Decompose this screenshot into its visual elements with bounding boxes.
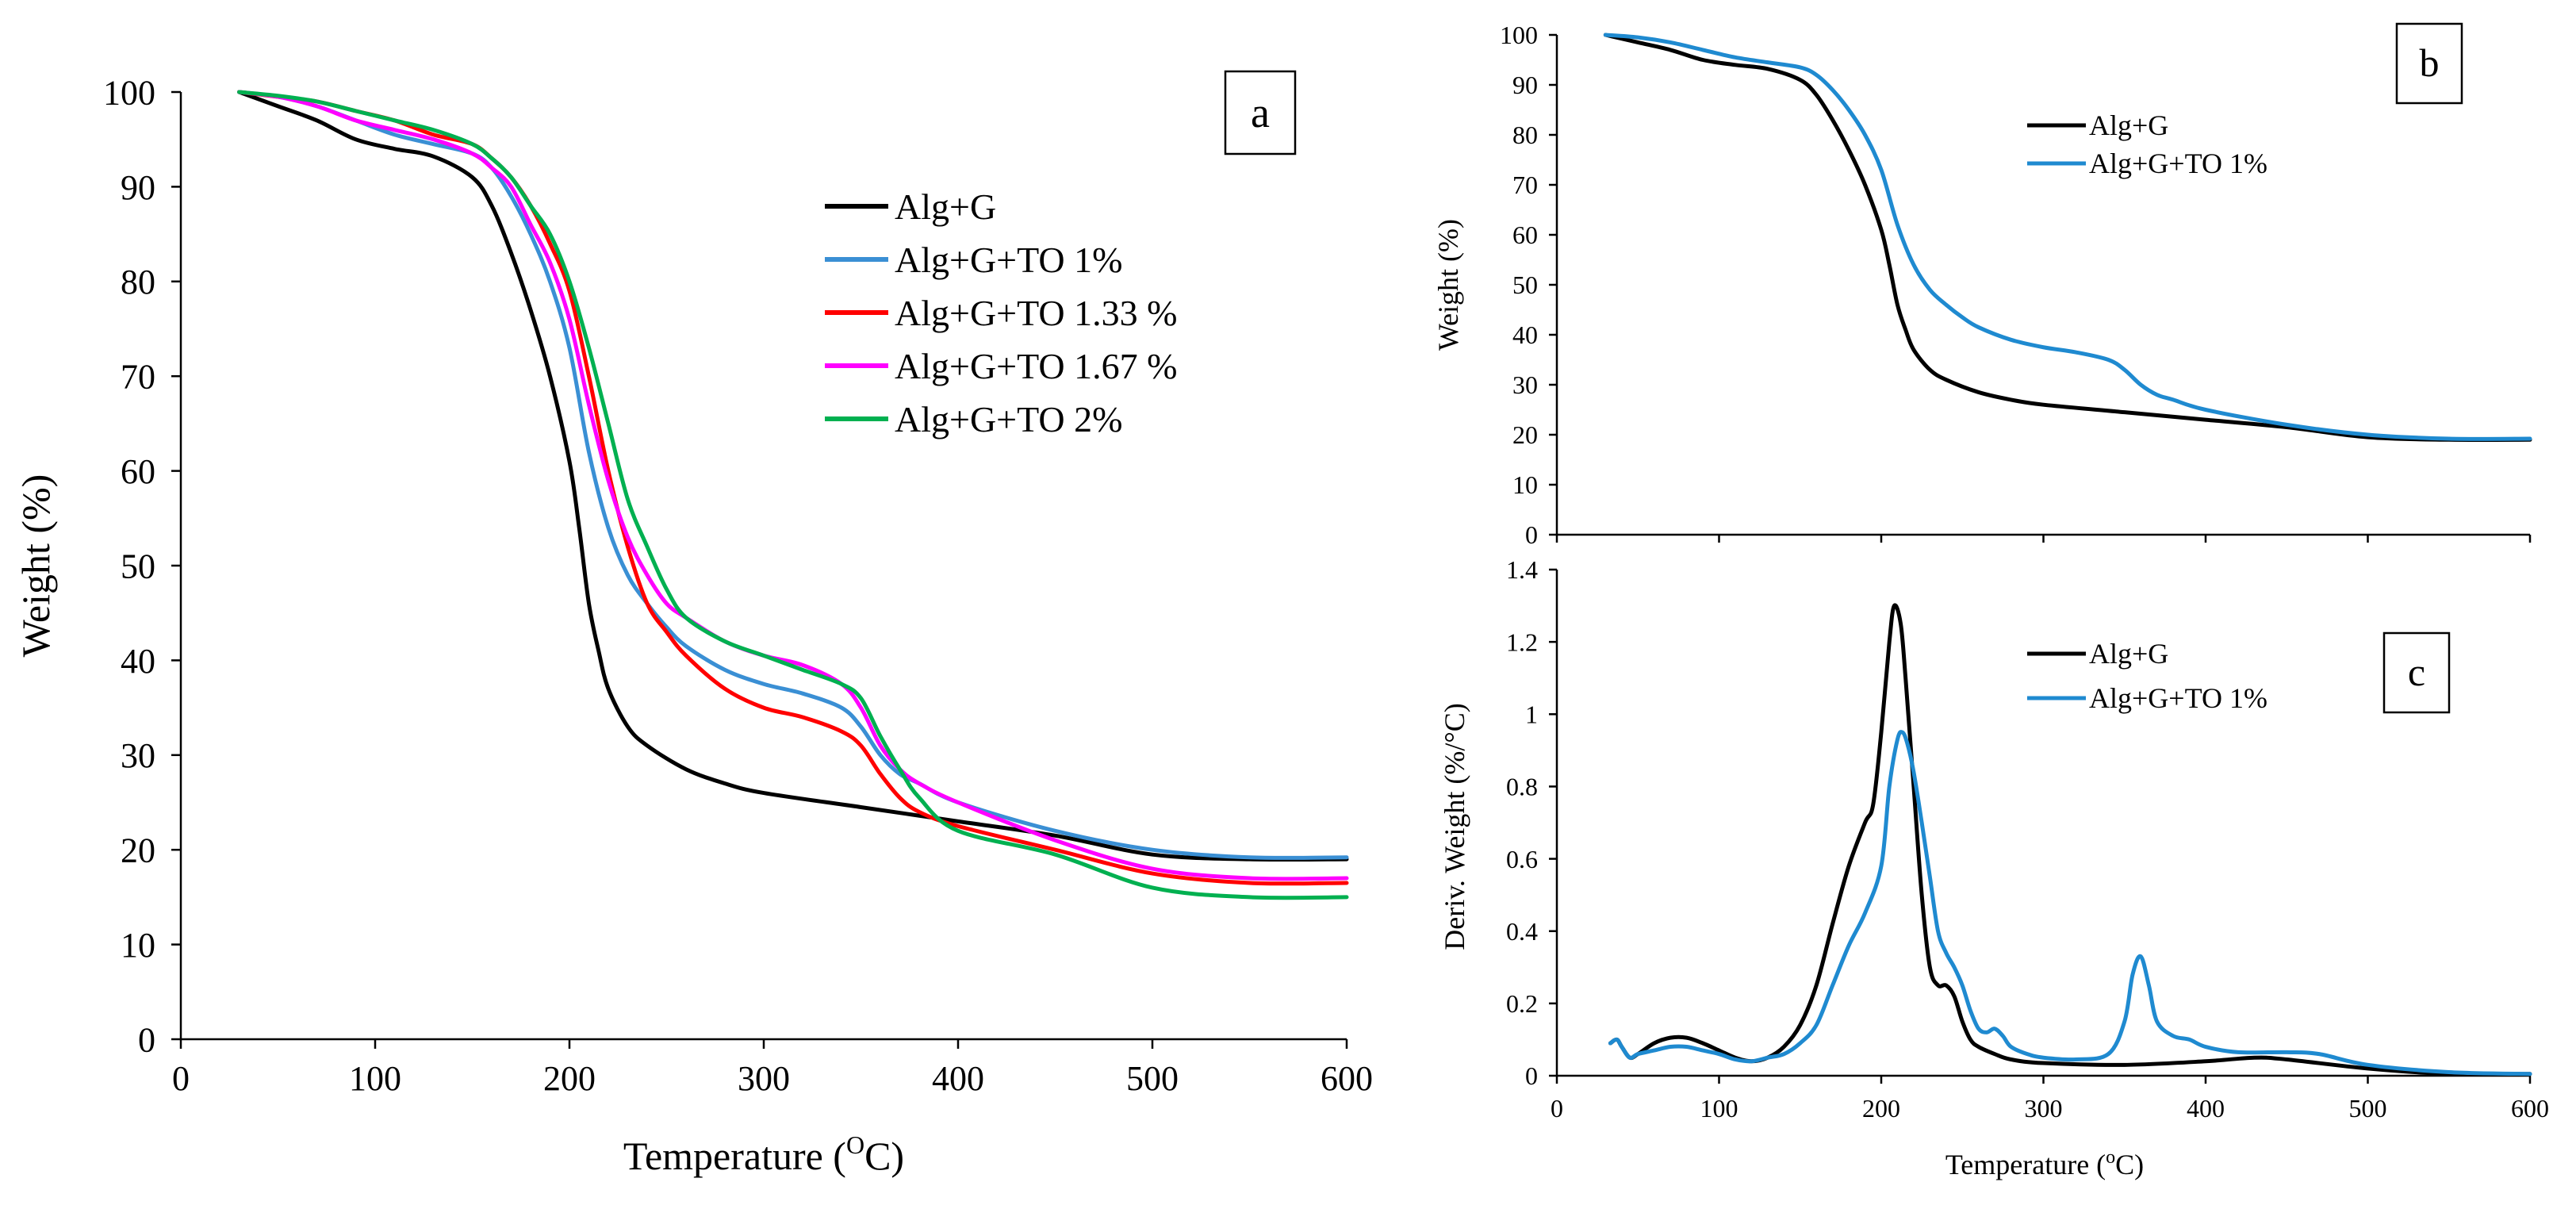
panel-b-label-box [2395,22,2463,105]
panel-a-y-tick-label-9: 90 [121,168,155,207]
panel-a-y-tick-label-10: 100 [103,73,155,112]
legend-b-label-1: Alg+G+TO 1% [2089,148,2267,179]
panel-c-label-box [2382,631,2451,714]
panel-a-axes [179,92,1347,1041]
panel-a-series-4 [237,90,1349,900]
panel-b-y-tick-label-6: 60 [1512,221,1538,249]
panel-c-legend: Alg+G Alg+G+TO 1% [2027,638,2267,714]
panel-a-label-box [1224,70,1297,155]
legend-a-label-4: Alg+G+TO 2% [895,399,1122,439]
legend-a-label-3: Alg+G+TO 1.67 % [895,346,1177,386]
panel-a-x-ticks: 0 100 200 300 400 500 600 [172,1039,1373,1098]
panel-b-y-tick-label-3: 30 [1512,370,1538,399]
panel-a-y-tick-label-1: 10 [121,926,155,965]
panel-a-chart: 0 10 20 30 40 50 60 70 80 90 100 0 100 200 300 400 500 6… [13,70,1373,1178]
panel-b-series [1603,33,2532,443]
panel-a-x-tick-label-4: 400 [932,1059,984,1098]
panel-c-y-tick-label-1: 0.2 [1506,989,1538,1018]
panel-c-x-tick-label-1: 100 [1700,1094,1738,1123]
panel-b-y-tick-label-0: 0 [1525,520,1538,549]
panel-a-x-axis-title-main: Temperature ( [623,1134,846,1178]
panel-c-x-axis-title-unit: o [2106,1147,2115,1168]
legend-a-label-2: Alg+G+TO 1.33 % [895,293,1177,333]
panel-a-x-axis-title: Temperature (OC) [623,1130,904,1178]
panel-a-y-tick-label-4: 40 [121,642,155,681]
panel-c-series-0 [1608,603,2532,1077]
panel-a-x-tick-label-5: 500 [1126,1059,1179,1098]
legend-c-label-0: Alg+G [2089,638,2168,670]
panel-c-label: c [2408,650,2425,694]
panel-a-legend: Alg+G Alg+G+TO 1% Alg+G+TO 1.33 % Alg+G+… [825,186,1177,439]
legend-a-label-1: Alg+G+TO 1% [895,240,1122,280]
panel-b-chart: 0 10 20 30 40 50 60 70 80 90 100 Weight (%) Alg+G … [1432,21,2532,549]
panel-c-y-tick-label-7: 1.4 [1506,555,1538,584]
legend-a-label-0: Alg+G [895,186,996,227]
panel-c-x-axis-title-suffix: C) [2115,1149,2144,1180]
panel-a-x-axis-title-unit: O [846,1130,864,1159]
panel-b-y-tick-label-4: 40 [1512,320,1538,349]
panel-a-x-axis-title-suffix: C) [864,1134,904,1178]
panel-b-y-tick-label-10: 100 [1500,21,1538,49]
panel-a-x-tick-label-2: 200 [543,1059,596,1098]
panel-b-y-tick-label-7: 70 [1512,171,1538,199]
panel-c-y-tick-label-5: 1 [1525,700,1538,728]
panel-c-x-tick-label-2: 200 [1862,1094,1900,1123]
panel-c-x-axis-title: Temperature (oC) [1945,1147,2144,1180]
legend-c-label-1: Alg+G+TO 1% [2089,682,2267,714]
panel-c-y-tick-label-0: 0 [1525,1061,1538,1090]
legend-b-label-0: Alg+G [2089,109,2168,141]
panel-a-series-2 [237,90,1349,886]
panel-b-series-0 [1603,33,2532,443]
panel-a-y-ticks: 0 10 20 30 40 50 60 70 80 90 100 [103,73,181,1059]
panel-b-series-1 [1603,33,2532,441]
panel-a-y-tick-label-0: 0 [138,1020,155,1059]
panel-a-series [237,90,1349,900]
panel-b-y-axis-title: Weight (%) [1432,219,1464,351]
panel-c-x-tick-label-0: 0 [1551,1094,1563,1123]
panel-a-y-axis-title: Weight (%) [13,474,58,658]
panel-c-y-tick-label-3: 0.6 [1506,845,1538,873]
panel-c-y-axis-title: Deriv. Weight (%/°C) [1439,703,1470,950]
panel-b-y-tick-label-9: 90 [1512,71,1538,99]
panel-b-label: b [2420,40,2440,85]
panel-b-y-tick-label-8: 80 [1512,121,1538,149]
panel-a-series-1 [237,90,1349,860]
panel-c-x-tick-label-4: 400 [2187,1094,2225,1123]
panel-b-y-ticks: 0 10 20 30 40 50 60 70 80 90 100 [1500,21,2532,549]
panel-a-x-tick-label-0: 0 [172,1059,190,1098]
panel-c-x-tick-label-5: 500 [2349,1094,2387,1123]
panel-a-label: a [1251,89,1270,136]
panel-c-series-1 [1608,730,2532,1077]
panel-c-y-ticks: 0 0.2 0.4 0.6 0.8 1 1.2 1.4 [1506,555,1557,1090]
panel-c-x-ticks: 0 100 200 300 400 500 600 [1551,1076,2549,1123]
panel-b-y-tick-label-2: 20 [1512,420,1538,449]
panel-a-series-0 [237,90,1349,862]
panel-b-y-tick-label-1: 10 [1512,470,1538,499]
panel-a-y-tick-label-8: 80 [121,263,155,301]
panel-a-x-tick-label-6: 600 [1321,1059,1373,1098]
panel-a-y-tick-label-3: 30 [121,736,155,775]
panel-c-y-tick-label-6: 1.2 [1506,628,1538,656]
panel-c-x-tick-label-3: 300 [2025,1094,2063,1123]
panel-a-y-tick-label-7: 70 [121,358,155,397]
panel-a-x-tick-label-3: 300 [738,1059,790,1098]
panel-c-y-tick-label-2: 0.4 [1506,917,1538,946]
panel-c-series [1608,603,2532,1077]
panel-a-y-tick-label-5: 50 [121,547,155,585]
panel-c-chart: 0 0.2 0.4 0.6 0.8 1 1.2 1.4 0 100 200 300 400 500 600… [1439,555,2549,1180]
panel-b-y-tick-label-5: 50 [1512,271,1538,299]
panel-a-series-3 [237,90,1349,881]
panel-a-x-tick-label-1: 100 [349,1059,401,1098]
panel-c-x-axis-title-main: Temperature ( [1945,1149,2106,1180]
panel-c-y-tick-label-4: 0.8 [1506,773,1538,801]
panel-c-x-tick-label-6: 600 [2511,1094,2549,1123]
panel-a-y-tick-label-6: 60 [121,452,155,491]
panel-b-legend: Alg+G Alg+G+TO 1% [2027,109,2267,179]
panel-a-y-tick-label-2: 20 [121,831,155,870]
